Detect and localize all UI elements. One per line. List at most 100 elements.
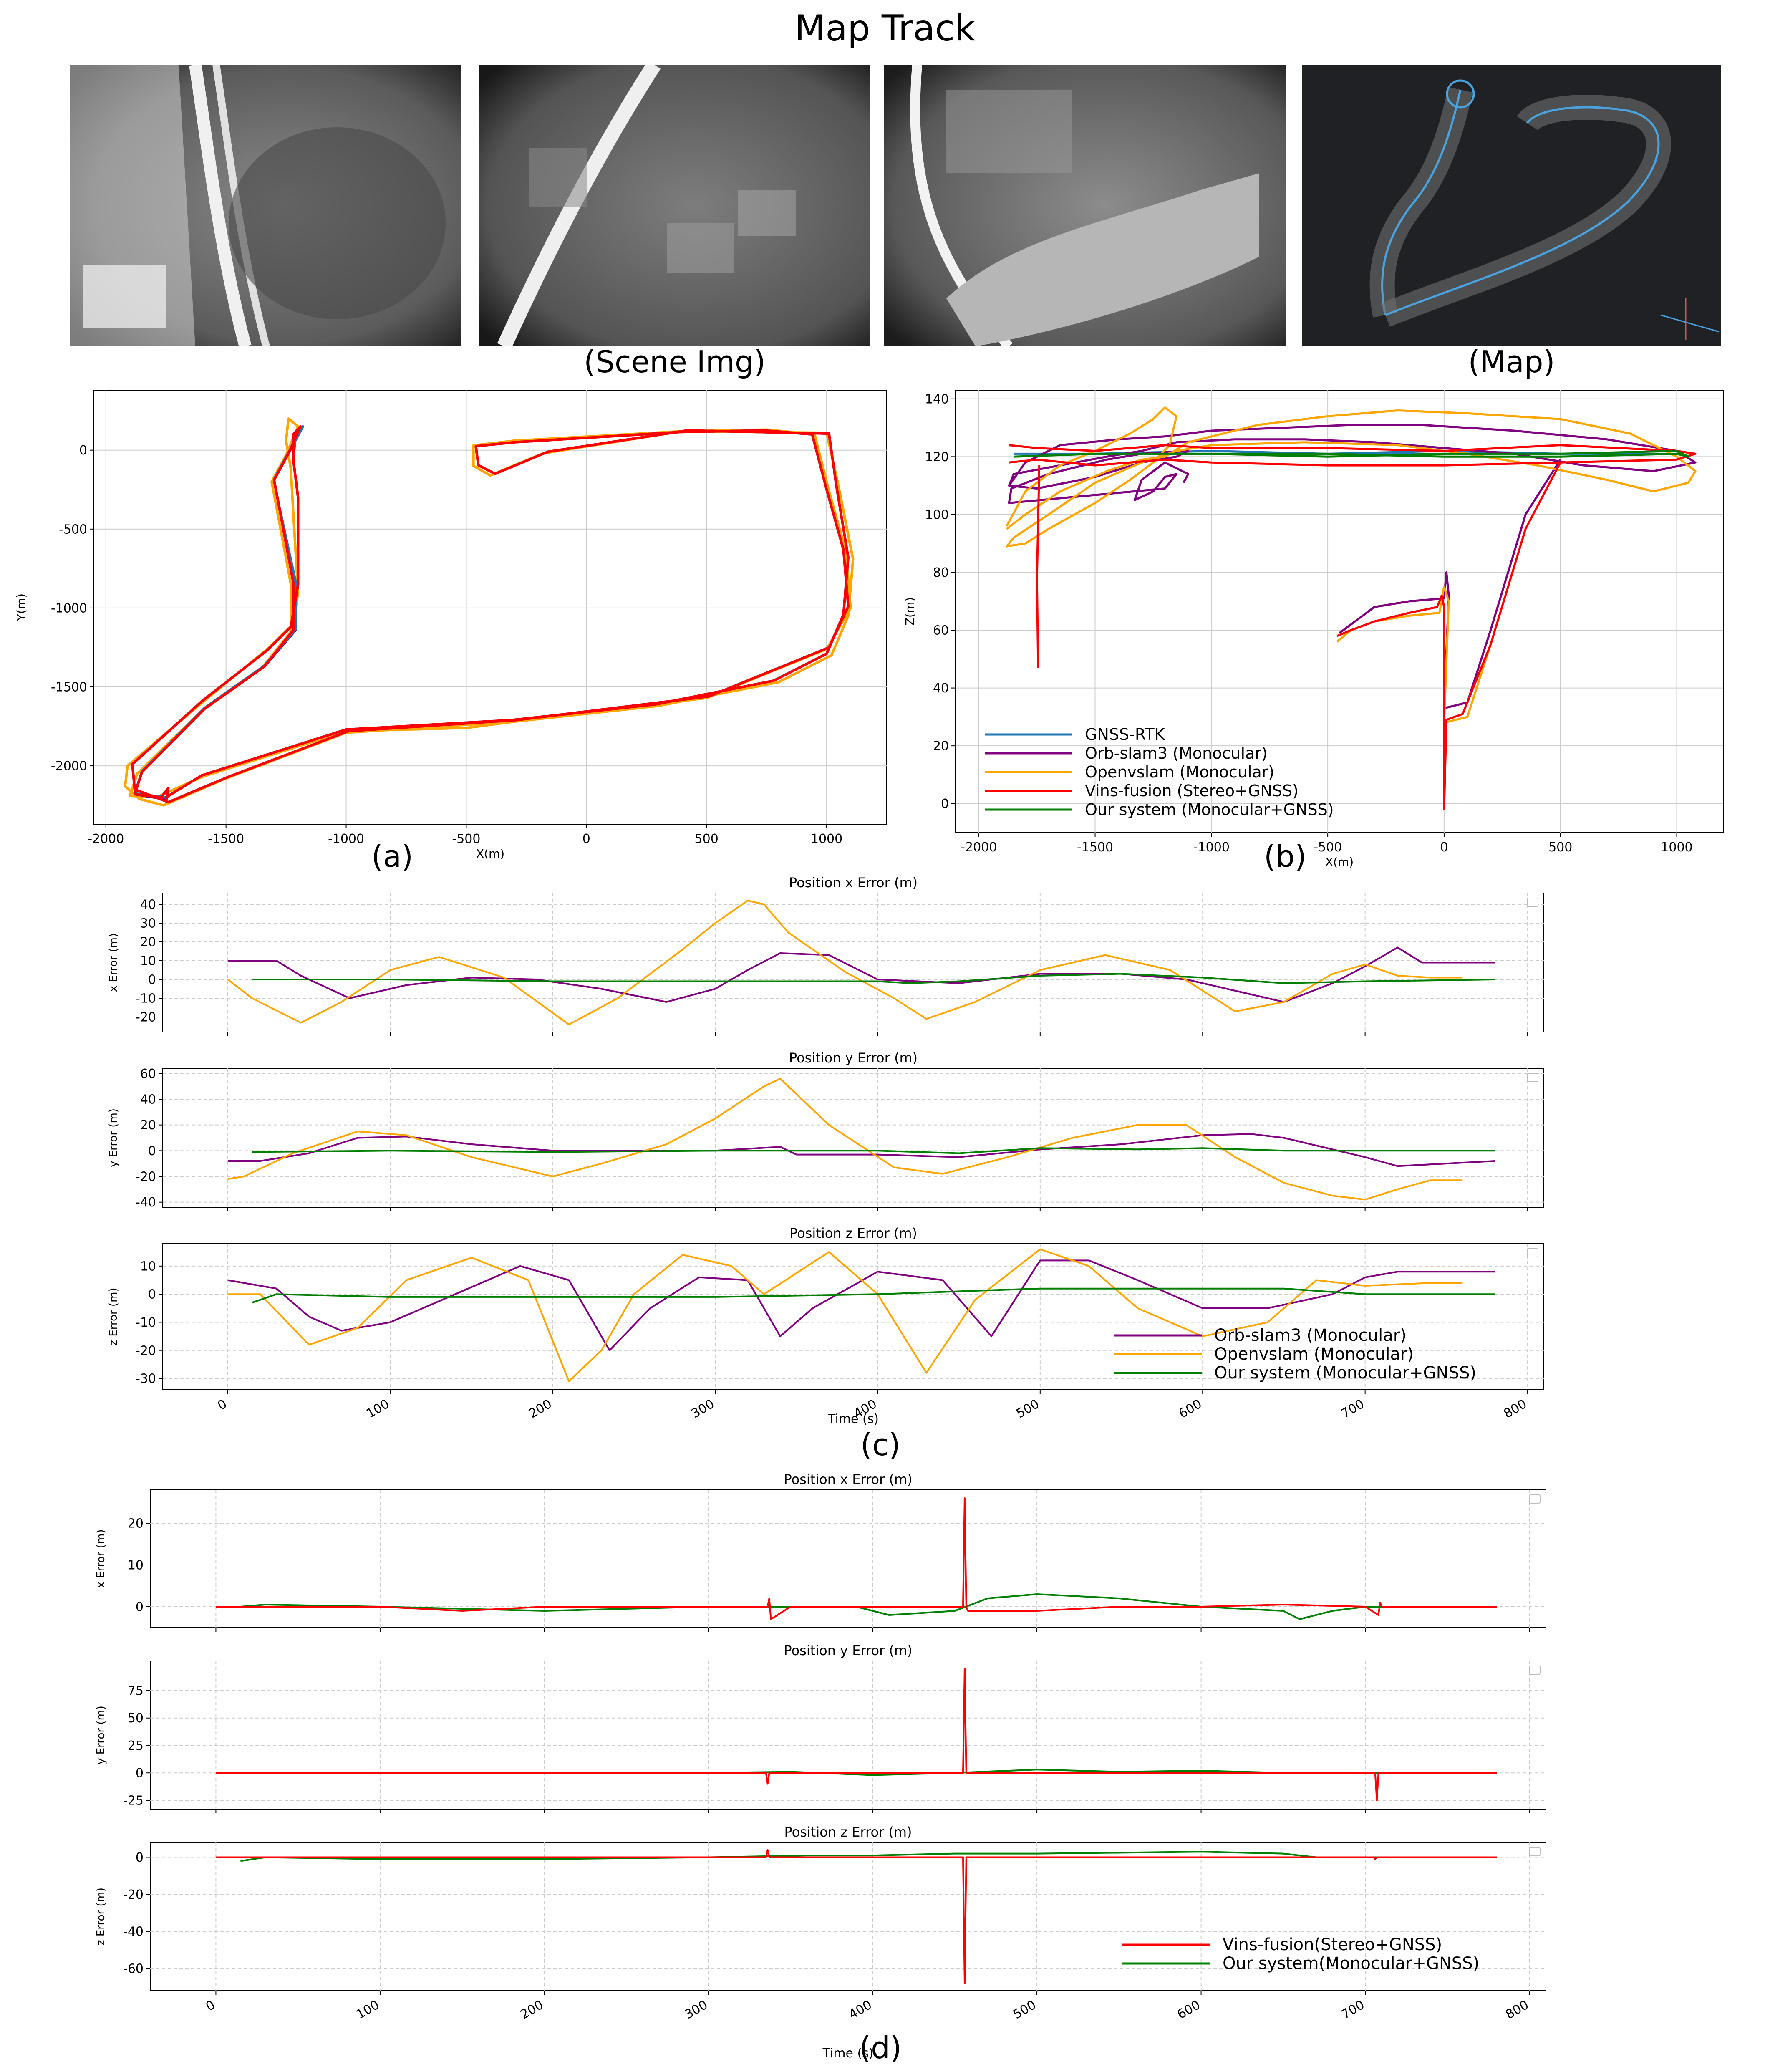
legend-label-orb-slam3-monocular: Orb-slam3 (Monocular) [1214, 1326, 1407, 1345]
x-axis-label: Time (s) [827, 1412, 879, 1426]
x-tick-label: 500 [1011, 1998, 1039, 2022]
plot-frame [162, 1068, 1544, 1208]
figure-title: Map Track [794, 8, 976, 49]
legend-label-vins-fusion-stereo-gnss: Vins-fusion(Stereo+GNSS) [1223, 1935, 1442, 1954]
y-tick-label: -1500 [51, 680, 87, 694]
y-tick-label: 140 [925, 392, 949, 406]
x-tick-label: 0 [582, 832, 590, 846]
x-tick-label: 500 [1014, 1397, 1042, 1421]
panel-label-c: (c) [860, 1427, 900, 1462]
subplot-title: Position z Error (m) [784, 1824, 912, 1840]
y-tick-label: 0 [79, 443, 87, 458]
y-tick-label: 60 [140, 1067, 156, 1081]
x-axis-label: X(m) [476, 847, 504, 861]
y-tick-label: -2000 [51, 759, 87, 774]
y-tick-label: 40 [140, 1093, 156, 1107]
y-axis-label: x Error (m) [107, 933, 120, 992]
y-tick-label: -1000 [51, 601, 87, 616]
map-pointcloud-art [1369, 79, 1720, 340]
empty-legend-box [1527, 898, 1538, 907]
x-tick-label: -1500 [1077, 840, 1113, 855]
legend-label-openvslam-monocular: Openvslam (Monocular) [1085, 763, 1274, 781]
x-tick-label: 1000 [811, 832, 842, 846]
legend: Orb-slam3 (Monocular)Openvslam (Monocula… [1114, 1326, 1476, 1383]
y-tick-label: 20 [933, 739, 949, 754]
y-tick-label: -20 [136, 1170, 156, 1184]
x-tick-label: 200 [518, 1998, 546, 2022]
y-tick-label: -10 [136, 992, 156, 1006]
scene-image-stadium-road-art [70, 65, 461, 346]
series-line-vins-fusion-stereo-gnss [131, 425, 850, 804]
x-tick-label: 400 [846, 1998, 874, 2022]
empty-legend-box [1529, 1847, 1541, 1856]
chart-d-position-errors: 0 10 20 Position x Error (m) x Error (m) -25 0… [95, 1471, 1546, 2061]
plot-frame [150, 1842, 1546, 1991]
scene-image-farmland-road-art [479, 65, 870, 346]
plot-frame [93, 390, 887, 825]
subplot-position-y-error-m: -40 -20 0 20 40 60 Position y Error (m) y Error… [107, 1050, 1544, 1211]
y-tick-label: -20 [136, 1343, 156, 1358]
y-tick-label: -500 [59, 522, 87, 537]
subplot-position-x-error-m: 0 10 20 Position x Error (m) x Error (m) [95, 1471, 1546, 1632]
y-tick-label: 10 [128, 1558, 144, 1573]
subplot-title: Position z Error (m) [789, 1225, 917, 1241]
series-line-orb-slam3-monocular [227, 1133, 1495, 1167]
y-tick-label: 0 [148, 1287, 156, 1302]
scene-image-river-road [884, 65, 1286, 346]
y-tick-label: 10 [140, 954, 156, 969]
y-axis-label: y Error (m) [107, 1108, 120, 1167]
y-axis-label: Y(m) [14, 593, 28, 621]
y-tick-label: 0 [148, 973, 156, 987]
series-line-our-system-monocular-gnss [252, 973, 1495, 984]
y-tick-label: 10 [140, 1259, 156, 1274]
y-tick-label: 0 [136, 1766, 144, 1781]
subplot-position-z-error-m: 0 100 200 300 400 500 600 700 800-30-20-10010Pos… [107, 1225, 1544, 1421]
y-tick-label: 30 [140, 916, 156, 931]
x-axis-label: Time (s) [822, 2046, 874, 2061]
y-tick-label: -40 [136, 1195, 156, 1210]
y-tick-label: 20 [140, 1118, 156, 1133]
x-tick-label: 700 [1339, 1397, 1367, 1421]
subplot-position-y-error-m: -25 0 25 50 75 Position y Error (m) y Error (m… [95, 1643, 1546, 1813]
y-tick-label: -25 [123, 1793, 144, 1808]
legend-label-openvslam-monocular: Openvslam (Monocular) [1214, 1345, 1414, 1364]
x-tick-label: 800 [1501, 1397, 1529, 1421]
x-tick-label: 700 [1339, 1998, 1367, 2022]
series-line-orb-slam3-monocular-drop [1339, 459, 1561, 709]
y-tick-label: 0 [941, 797, 949, 811]
x-tick-label: 0 [215, 1397, 229, 1413]
chart-b-trajectory-xz: -2000 -1500 -1000 -500 0 500 1000 0 20 40 60 80 100 1… [903, 390, 1724, 869]
x-axis-label: X(m) [1325, 855, 1354, 869]
x-tick-label: 300 [682, 1998, 710, 2022]
legend-label-our-system-monocular-gnss: Our system(Monocular+GNSS) [1223, 1954, 1479, 1973]
x-tick-label: 1000 [1661, 840, 1692, 855]
scene-image-river-road-art [884, 65, 1286, 346]
legend-label-gnss-rtk: GNSS-RTK [1085, 725, 1165, 744]
empty-legend-box [1527, 1248, 1538, 1257]
series-line-our-system-monocular-gnss [252, 1147, 1495, 1154]
x-tick-label: 800 [1503, 1998, 1531, 2022]
y-axis-label: z Error (m) [95, 1888, 107, 1946]
series-line-vins-fusion-stereo-gnss-drop [1336, 462, 1561, 811]
map-caption: (Map) [1468, 344, 1555, 379]
plot-frame [162, 1243, 1544, 1390]
y-tick-label: 20 [128, 1517, 144, 1531]
y-tick-label: 25 [128, 1739, 144, 1753]
empty-legend-box [1529, 1666, 1541, 1675]
y-tick-label: 0 [136, 1850, 144, 1865]
series-line-openvslam-monocular [227, 900, 1463, 1025]
legend-label-orb-slam3-monocular: Orb-slam3 (Monocular) [1085, 744, 1268, 762]
scene-image-stadium-road [70, 65, 461, 346]
y-tick-label: 0 [148, 1144, 156, 1158]
x-tick-label: 600 [1176, 1397, 1204, 1421]
empty-legend-box [1527, 1073, 1538, 1082]
series-line-our-system-monocular-gnss [252, 1287, 1495, 1304]
x-tick-label: -2000 [88, 832, 124, 846]
empty-legend-box [1529, 1494, 1541, 1504]
y-tick-label: -20 [136, 1010, 156, 1025]
y-tick-label: 60 [933, 623, 949, 638]
legend: Vins-fusion(Stereo+GNSS)Our system(Monoc… [1122, 1935, 1479, 1973]
map-pointcloud-image [1302, 65, 1721, 346]
series-line-vins-fusion-stereo-gnss [1009, 444, 1697, 467]
